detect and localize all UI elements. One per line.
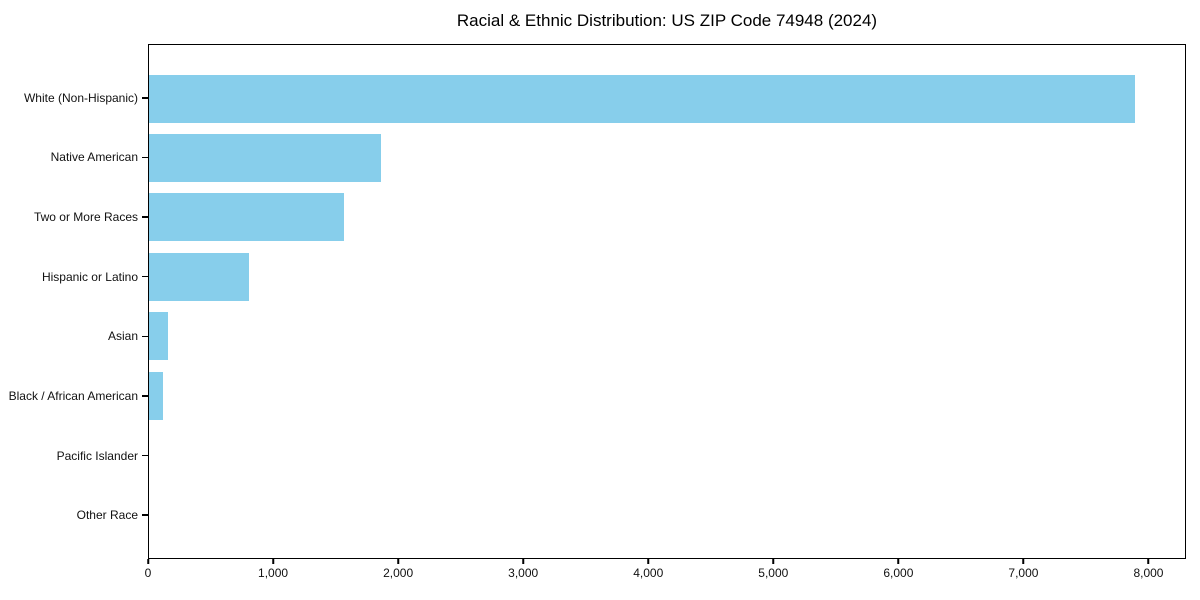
category-label: Black / African American	[8, 388, 138, 403]
bar-row	[149, 128, 1185, 187]
category-label: Native American	[50, 150, 138, 165]
x-tick-mark	[522, 559, 524, 564]
y-axis-row: Pacific Islander	[0, 426, 148, 486]
x-tick-label: 5,000	[758, 566, 789, 580]
x-tick-mark	[397, 559, 399, 564]
category-label: Other Race	[76, 508, 138, 523]
y-axis-row: Hispanic or Latino	[0, 247, 148, 307]
bar	[149, 252, 249, 301]
x-tick-label: 7,000	[1008, 566, 1039, 580]
category-label: Hispanic or Latino	[41, 269, 138, 284]
x-tick-label: 6,000	[883, 566, 914, 580]
bar	[149, 74, 1136, 123]
bar	[149, 193, 344, 242]
y-tick-mark	[142, 275, 148, 278]
x-tick-label: 8,000	[1133, 566, 1164, 580]
plot-area	[148, 44, 1186, 559]
bar	[149, 312, 168, 361]
y-axis-labels: White (Non-Hispanic) Native American Two o…	[0, 44, 148, 559]
bar-row	[149, 307, 1185, 366]
x-tick-mark	[647, 559, 649, 564]
y-tick-mark	[142, 514, 148, 516]
y-tick-mark	[142, 395, 148, 397]
bars-container	[149, 45, 1185, 558]
y-axis-row: Other Race	[0, 485, 148, 545]
category-label: Two or More Races	[33, 210, 138, 225]
bar	[149, 371, 163, 420]
y-axis-row: Native American	[0, 128, 148, 188]
x-tick-label: 4,000	[633, 566, 664, 580]
y-tick-mark	[142, 216, 148, 218]
chart-title: Racial & Ethnic Distribution: US ZIP Cod…	[456, 11, 878, 30]
y-tick-mark	[142, 97, 148, 99]
x-tick-mark	[1022, 559, 1025, 564]
y-axis-row: White (Non-Hispanic)	[0, 68, 148, 128]
x-axis: 0 1,000 2,000 3,000 4,000 5,000 6,000 7,000 8,00…	[144, 559, 1186, 591]
y-axis-row: Asian	[0, 307, 148, 367]
bar-row	[149, 485, 1185, 544]
category-label: White (Non-Hispanic)	[23, 90, 138, 105]
x-tick-label: 3,000	[508, 566, 539, 580]
y-tick-mark	[142, 454, 148, 457]
x-tick-label: 2,000	[383, 566, 414, 580]
bar-row	[149, 366, 1185, 425]
x-tick-label: 0	[144, 566, 152, 580]
y-tick-mark	[142, 156, 148, 159]
bar-row	[149, 247, 1185, 306]
x-tick-mark	[147, 559, 149, 564]
x-tick-mark	[772, 559, 775, 564]
category-label: Pacific Islander	[56, 448, 138, 463]
bar-row	[149, 188, 1185, 247]
x-tick-label: 1,000	[258, 566, 289, 580]
y-axis-row: Two or More Races	[0, 187, 148, 247]
y-axis-row: Black / African American	[0, 366, 148, 426]
category-label: Asian	[107, 329, 138, 344]
bar-row	[149, 69, 1185, 128]
x-tick-mark	[897, 559, 900, 564]
bar-row	[149, 425, 1185, 484]
bar	[149, 134, 382, 183]
x-tick-mark	[1147, 559, 1150, 564]
x-tick-mark	[272, 559, 274, 564]
y-tick-mark	[142, 335, 148, 338]
